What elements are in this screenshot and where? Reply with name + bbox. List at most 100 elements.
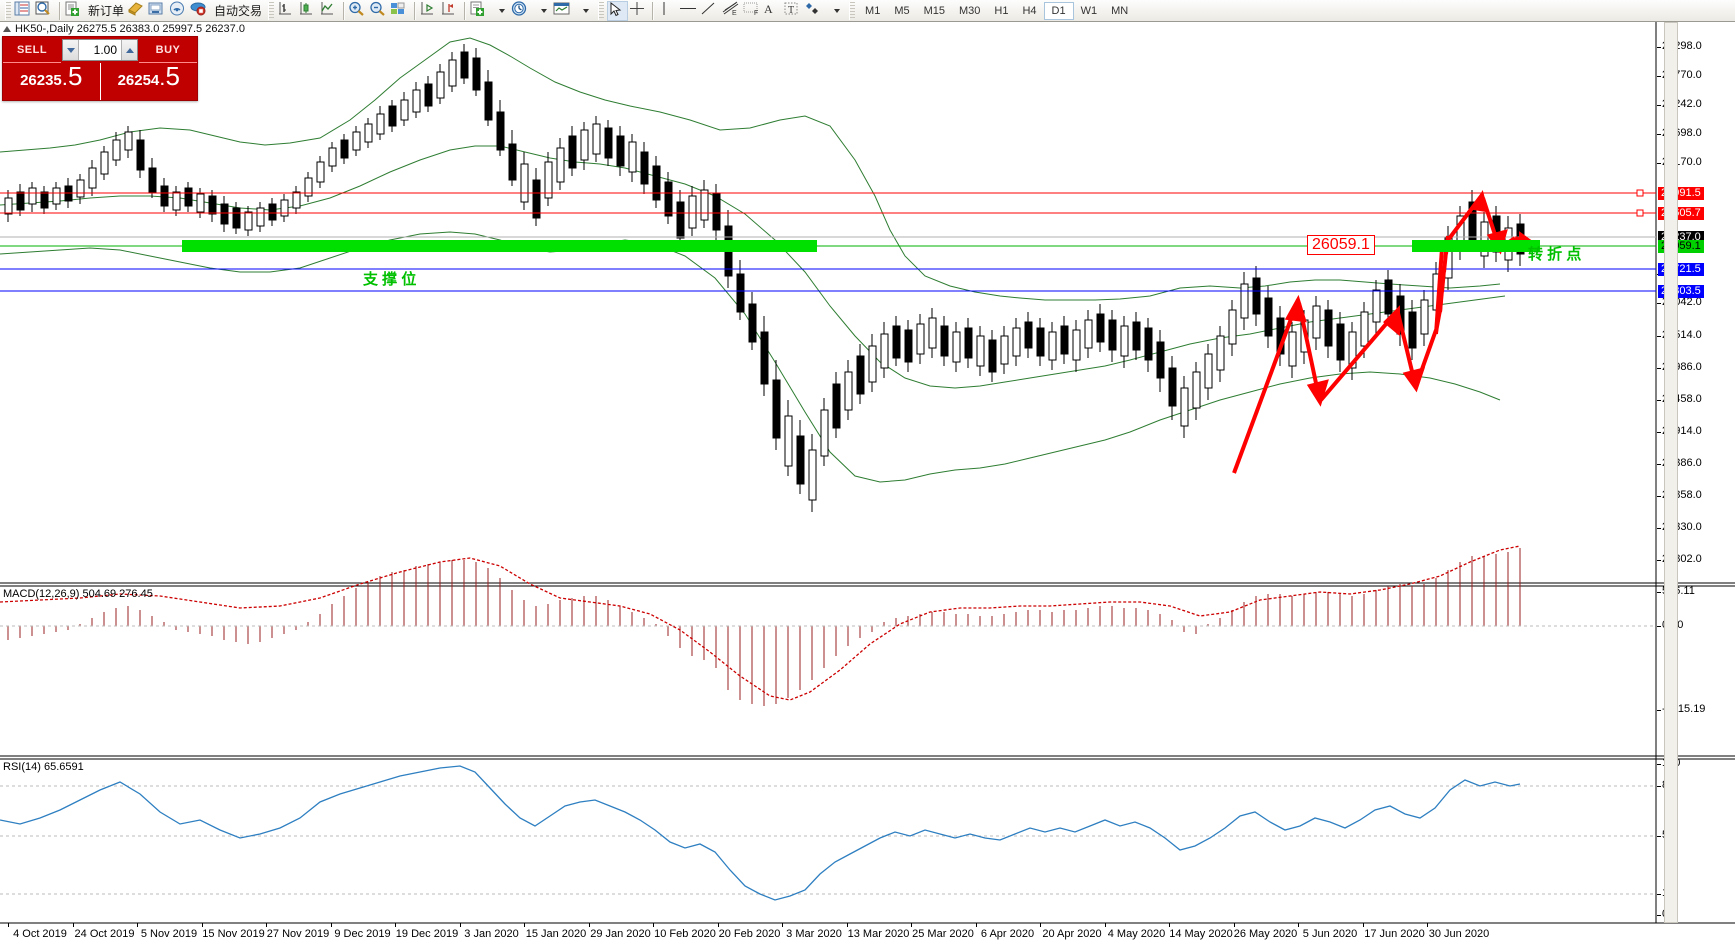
date-tick bbox=[1233, 923, 1235, 927]
timeframe-m1[interactable]: M1 bbox=[865, 4, 881, 17]
periods-icon[interactable] bbox=[511, 0, 532, 21]
macd-tick bbox=[1657, 710, 1661, 711]
data-window-icon[interactable] bbox=[35, 1, 56, 21]
toolbar-grip-3[interactable] bbox=[598, 1, 605, 20]
line-chart-icon[interactable] bbox=[319, 1, 340, 21]
chevron-down-icon bbox=[498, 8, 505, 13]
date-axis-label: 20 Apr 2020 bbox=[1042, 928, 1102, 940]
price-tick bbox=[1657, 560, 1661, 561]
buy-button[interactable]: BUY bbox=[139, 37, 197, 63]
trendline-icon[interactable] bbox=[699, 1, 720, 21]
price-axis-label: 24514.0 bbox=[1662, 329, 1702, 341]
date-tick bbox=[395, 923, 396, 927]
macd-axis-label: 596.11 bbox=[1662, 585, 1695, 597]
zoom-in-icon[interactable] bbox=[348, 1, 369, 21]
svg-text:F: F bbox=[754, 10, 758, 17]
new-order-icon[interactable] bbox=[64, 1, 85, 21]
add-indicator-dropdown[interactable] bbox=[490, 1, 511, 21]
sell-price-fraction: 5 bbox=[67, 61, 83, 91]
add-indicator-icon[interactable] bbox=[469, 1, 490, 21]
timeframe-mn[interactable]: MN bbox=[1111, 4, 1129, 17]
navigator-icon[interactable] bbox=[148, 1, 169, 21]
shapes-dropdown[interactable] bbox=[825, 1, 846, 21]
timeframe-h4[interactable]: H4 bbox=[1022, 4, 1037, 17]
text-icon[interactable]: A bbox=[762, 1, 783, 21]
toolbar-grip-4[interactable] bbox=[849, 1, 856, 20]
equidistant-channel-icon[interactable]: F bbox=[741, 1, 762, 21]
templates-dropdown[interactable] bbox=[574, 1, 595, 21]
periods-dropdown[interactable] bbox=[532, 1, 553, 21]
date-axis-label: 13 Mar 2020 bbox=[847, 928, 910, 940]
volume-decrease-button[interactable] bbox=[63, 40, 79, 60]
date-tick bbox=[1362, 923, 1364, 927]
autotrading-icon[interactable] bbox=[190, 1, 211, 21]
rsi-indicator-label: RSI(14) 65.6591 bbox=[3, 761, 84, 773]
new-order-label[interactable]: 新订单 bbox=[88, 4, 125, 18]
price-axis-label: 23986.0 bbox=[1662, 361, 1702, 373]
toolbar-grip[interactable] bbox=[5, 1, 11, 20]
date-tick bbox=[459, 923, 461, 927]
date-tick bbox=[975, 923, 977, 927]
templates-icon[interactable] bbox=[553, 1, 574, 21]
date-axis-label: 4 May 2020 bbox=[1107, 928, 1166, 940]
crosshair-icon[interactable] bbox=[628, 1, 649, 21]
price-tick bbox=[1657, 432, 1661, 433]
timeframe-m30[interactable]: M30 bbox=[959, 4, 981, 17]
vertical-line-icon[interactable] bbox=[657, 1, 678, 21]
volume-increase-button[interactable] bbox=[121, 40, 137, 60]
volume-stepper[interactable]: 1.00 bbox=[62, 39, 138, 61]
svg-text:E: E bbox=[732, 10, 737, 17]
market-watch-icon[interactable] bbox=[14, 1, 35, 21]
tile-windows-icon[interactable] bbox=[390, 1, 411, 21]
buy-price-fraction: 5 bbox=[165, 61, 180, 91]
sell-price[interactable]: 26235 . 5 bbox=[3, 63, 101, 100]
bollinger-lower-band bbox=[0, 231, 1501, 483]
chart-shift-icon[interactable] bbox=[419, 1, 440, 21]
timeframe-m5[interactable]: M5 bbox=[894, 4, 910, 17]
zoom-out-icon[interactable] bbox=[369, 1, 390, 21]
timeframe-m15[interactable]: M15 bbox=[923, 4, 945, 17]
svg-text:A: A bbox=[764, 2, 773, 16]
price-tick bbox=[1657, 464, 1661, 465]
price-axis-label: 29298.0 bbox=[1662, 40, 1702, 52]
autotrading-label[interactable]: 自动交易 bbox=[214, 4, 263, 18]
candlestick-chart-icon[interactable] bbox=[298, 1, 319, 21]
sell-price-integer: 26235 bbox=[20, 72, 62, 89]
price-tick bbox=[1657, 528, 1661, 529]
toolbar-grip-2[interactable] bbox=[268, 1, 275, 20]
sell-button[interactable]: SELL bbox=[3, 37, 61, 63]
buy-price[interactable]: 26254 . 5 bbox=[101, 63, 198, 100]
date-axis-label: 15 Nov 2019 bbox=[202, 928, 265, 940]
toolbar-separator-2 bbox=[343, 1, 346, 20]
date-axis-label: 19 Dec 2019 bbox=[395, 928, 459, 940]
date-axis-label: 4 Oct 2019 bbox=[13, 928, 67, 940]
date-axis-label: 25 Mar 2020 bbox=[912, 928, 974, 940]
price-tick bbox=[1657, 368, 1661, 369]
caret-down-icon bbox=[66, 47, 75, 53]
auto-scroll-icon[interactable] bbox=[440, 1, 461, 21]
chart-symbol-bar: HK50-,Daily 26275.5 26383.0 25997.5 2623… bbox=[0, 22, 1735, 36]
timeframe-w1[interactable]: W1 bbox=[1080, 4, 1098, 17]
macd-indicator-label: MACD(12,26,9) 504.69 276.45 bbox=[3, 588, 153, 600]
volume-input[interactable]: 1.00 bbox=[93, 43, 117, 57]
timeframe-d1[interactable]: D1 bbox=[1043, 1, 1074, 20]
cursor-icon[interactable] bbox=[607, 0, 629, 21]
macd-signal-line bbox=[0, 545, 1521, 701]
date-axis-label: 10 Feb 2020 bbox=[654, 928, 716, 940]
price-axis-label: 23458.0 bbox=[1662, 393, 1702, 405]
expert-advisors-icon[interactable] bbox=[127, 1, 148, 21]
signals-icon[interactable] bbox=[169, 1, 190, 21]
horizontal-scrollbar[interactable] bbox=[1664, 22, 1678, 923]
shapes-icon[interactable] bbox=[804, 1, 825, 21]
collapse-icon[interactable] bbox=[3, 26, 11, 32]
horizontal-line-icon[interactable] bbox=[678, 1, 699, 21]
sell-price-dot: . bbox=[62, 72, 67, 89]
fibonacci-icon[interactable]: E bbox=[720, 1, 741, 21]
bar-chart-icon[interactable] bbox=[277, 1, 298, 21]
price-axis-label: 20802.0 bbox=[1662, 553, 1702, 565]
text-label-icon[interactable]: T bbox=[783, 1, 804, 21]
price-tick bbox=[1657, 336, 1661, 337]
date-axis-label: 5 Nov 2019 bbox=[140, 928, 198, 940]
date-tick bbox=[1104, 923, 1106, 927]
timeframe-h1[interactable]: H1 bbox=[994, 4, 1009, 17]
